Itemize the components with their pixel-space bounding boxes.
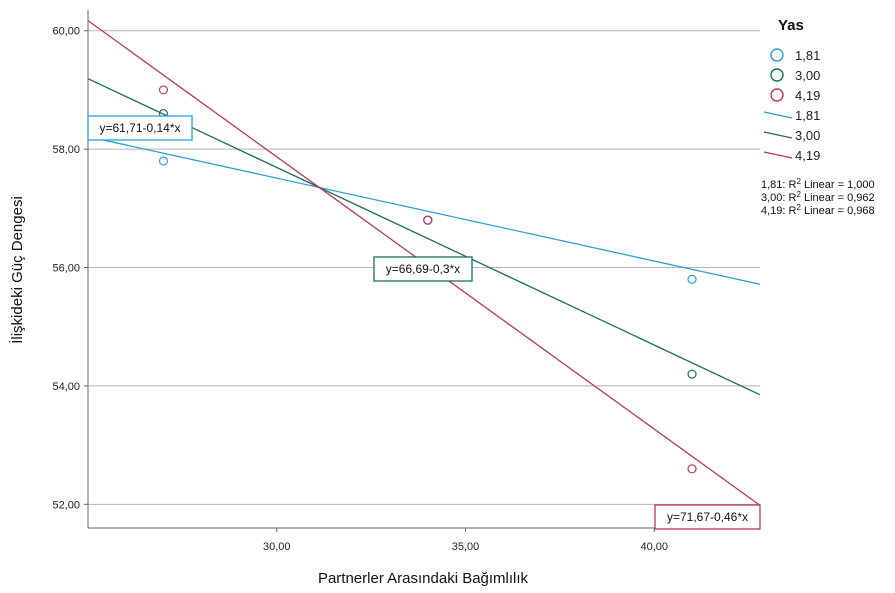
- legend: Yas 1,81 3,00 4,19 1,81 3,00 4,19 1,81: R2 Lin…: [761, 17, 875, 217]
- legend-r2-1: 1,81: R2 Linear = 1,000: [761, 177, 875, 191]
- x-tick-label: 35,00: [452, 541, 480, 553]
- legend-line-label-3: 4,19: [795, 148, 820, 163]
- equation-labels: y=61,71-0,14*x y=66,69-0,3*x y=71,67-0,46*…: [88, 116, 760, 529]
- y-tick-label: 60,00: [52, 26, 80, 38]
- y-tick-label: 52,00: [52, 499, 80, 511]
- y-axis-title: İlişkideki Güç Dengesi: [8, 196, 26, 344]
- legend-line-label-1: 1,81: [795, 108, 820, 123]
- equation-label-series-2: y=66,69-0,3*x: [386, 262, 460, 276]
- legend-marker-label-2: 3,00: [795, 68, 820, 83]
- data-point-series-1: [160, 157, 168, 165]
- y-tick-label: 54,00: [52, 381, 80, 393]
- legend-r2-3: 4,19: R2 Linear = 0,968: [761, 203, 875, 217]
- legend-title: Yas: [778, 17, 804, 34]
- legend-marker-3: [771, 89, 783, 101]
- legend-marker-1: [771, 49, 783, 61]
- x-axis-title: Partnerler Arasındaki Bağımlılık: [318, 570, 529, 587]
- equation-label-series-3: y=71,67-0,46*x: [667, 510, 748, 524]
- legend-line-3: [764, 152, 792, 158]
- data-point-series-3: [160, 86, 168, 94]
- x-tick-label: 30,00: [263, 541, 291, 553]
- data-point-series-1: [688, 275, 696, 283]
- legend-marker-label-1: 1,81: [795, 48, 820, 63]
- x-tick-label: 40,00: [641, 541, 669, 553]
- legend-line-1: [764, 112, 792, 118]
- legend-line-2: [764, 132, 792, 138]
- data-point-series-3: [424, 216, 432, 224]
- legend-marker-2: [771, 69, 783, 81]
- data-point-series-2: [688, 370, 696, 378]
- equation-label-series-1: y=61,71-0,14*x: [99, 121, 180, 135]
- y-tick-label: 58,00: [52, 144, 80, 156]
- data-point-series-3: [688, 465, 696, 473]
- legend-marker-label-3: 4,19: [795, 88, 820, 103]
- legend-line-label-2: 3,00: [795, 128, 820, 143]
- y-tick-label: 56,00: [52, 263, 80, 275]
- legend-r2-2: 3,00: R2 Linear = 0,962: [761, 190, 875, 204]
